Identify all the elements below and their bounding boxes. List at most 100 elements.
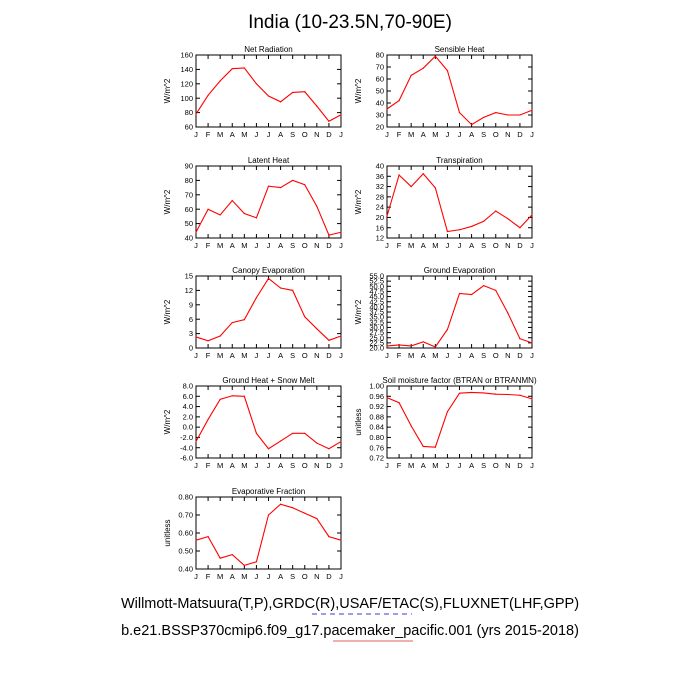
y-tick-label: 6.0	[183, 392, 193, 401]
series-line	[195, 395, 342, 450]
x-tick-label: M	[217, 351, 223, 360]
x-tick-label: J	[339, 572, 343, 581]
y-tick-label: 0.72	[369, 454, 384, 463]
y-axis-label: W/m^2	[163, 78, 172, 103]
y-tick-label: 80	[185, 108, 193, 117]
y-tick-label: 15	[185, 272, 193, 281]
y-tick-label: 20	[376, 213, 384, 222]
data-point	[243, 395, 245, 397]
x-tick-label: N	[505, 461, 510, 470]
y-tick-label: 60	[185, 123, 193, 132]
x-tick-label: F	[206, 572, 211, 581]
y-tick-label: 40.0	[369, 302, 384, 311]
data-point	[531, 342, 533, 344]
y-tick-label: 80	[185, 176, 193, 185]
x-tick-label: J	[267, 351, 271, 360]
data-point	[207, 418, 209, 421]
x-tick-label: F	[206, 130, 211, 139]
data-point	[328, 339, 330, 341]
y-tick-label: -4.0	[180, 443, 193, 452]
data-point	[386, 108, 388, 110]
figure-title: India (10-23.5N,70-90E)	[248, 12, 452, 33]
y-tick-label: 12	[185, 286, 193, 295]
data-point	[495, 210, 497, 212]
data-point	[231, 68, 233, 70]
y-axis-label: W/m^2	[354, 189, 363, 214]
footer-line-2: b.e21.BSSP370cmip6.f09_g17.pacemaker_pac…	[121, 623, 579, 639]
y-tick-label: 42.5	[369, 297, 384, 306]
x-tick-label: J	[255, 130, 259, 139]
data-point	[195, 440, 197, 443]
x-tick-label: O	[302, 241, 308, 250]
y-tick-label: 50.0	[369, 282, 384, 291]
series-line	[195, 179, 342, 236]
data-point	[422, 445, 424, 448]
x-tick-label: D	[517, 461, 523, 470]
panel-title: Transpiration	[436, 156, 482, 165]
data-point	[470, 124, 473, 126]
data-point	[279, 503, 282, 505]
x-tick-label: J	[458, 351, 462, 360]
y-tick-label: 40	[376, 162, 384, 171]
y-tick-label: 0.80	[178, 493, 193, 502]
x-tick-label: M	[241, 241, 247, 250]
y-tick-label: 0.40	[178, 565, 193, 574]
data-point	[279, 187, 282, 189]
panel-8: Soil moisture factor (BTRAN or BTRANMN) u…	[354, 376, 537, 470]
x-tick-label: A	[469, 351, 474, 360]
x-tick-label: A	[230, 572, 235, 581]
data-point	[243, 319, 245, 321]
x-tick-label: J	[530, 241, 534, 250]
x-tick-label: O	[302, 572, 308, 581]
x-tick-label: N	[314, 241, 319, 250]
plot-frame	[386, 54, 533, 128]
x-tick-label: J	[339, 351, 343, 360]
data-point	[340, 539, 342, 541]
x-tick-label: J	[446, 241, 450, 250]
data-point	[458, 392, 461, 394]
y-tick-label: 32.5	[369, 318, 384, 327]
x-tick-label: J	[385, 461, 389, 470]
x-tick-label: J	[458, 461, 462, 470]
data-point	[195, 113, 197, 115]
panel-6: Ground EvaporationW/m^220.022.525.027.53…	[354, 266, 534, 360]
x-tick-label: O	[302, 351, 308, 360]
data-point	[207, 340, 209, 342]
data-point	[328, 536, 330, 538]
data-point	[519, 394, 521, 396]
data-point	[219, 80, 221, 82]
y-tick-label: 100	[180, 94, 193, 103]
data-point	[483, 116, 485, 118]
data-point	[219, 214, 221, 216]
x-tick-label: M	[217, 461, 223, 470]
x-tick-label: J	[255, 351, 259, 360]
data-point	[458, 292, 461, 295]
data-point	[386, 215, 388, 217]
x-tick-label: N	[314, 461, 319, 470]
data-point	[410, 345, 412, 347]
data-point	[386, 396, 388, 399]
data-point	[316, 328, 318, 330]
y-axis-label: W/m^2	[354, 299, 363, 324]
y-tick-label: 60	[185, 205, 193, 214]
x-tick-label: O	[493, 461, 499, 470]
x-tick-label: J	[194, 461, 198, 470]
data-point	[304, 432, 306, 434]
x-tick-label: J	[255, 461, 259, 470]
x-tick-label: N	[505, 351, 510, 360]
plot-frame	[195, 496, 342, 570]
data-point	[398, 100, 400, 102]
data-point	[340, 231, 342, 233]
y-tick-label: 52.5	[369, 277, 384, 286]
y-tick-label: 20	[376, 123, 384, 132]
y-tick-label: 50	[185, 219, 193, 228]
x-tick-label: J	[194, 351, 198, 360]
x-tick-label: O	[302, 130, 308, 139]
x-tick-label: S	[290, 351, 295, 360]
y-tick-label: 0.84	[369, 423, 384, 432]
data-point	[292, 179, 294, 181]
